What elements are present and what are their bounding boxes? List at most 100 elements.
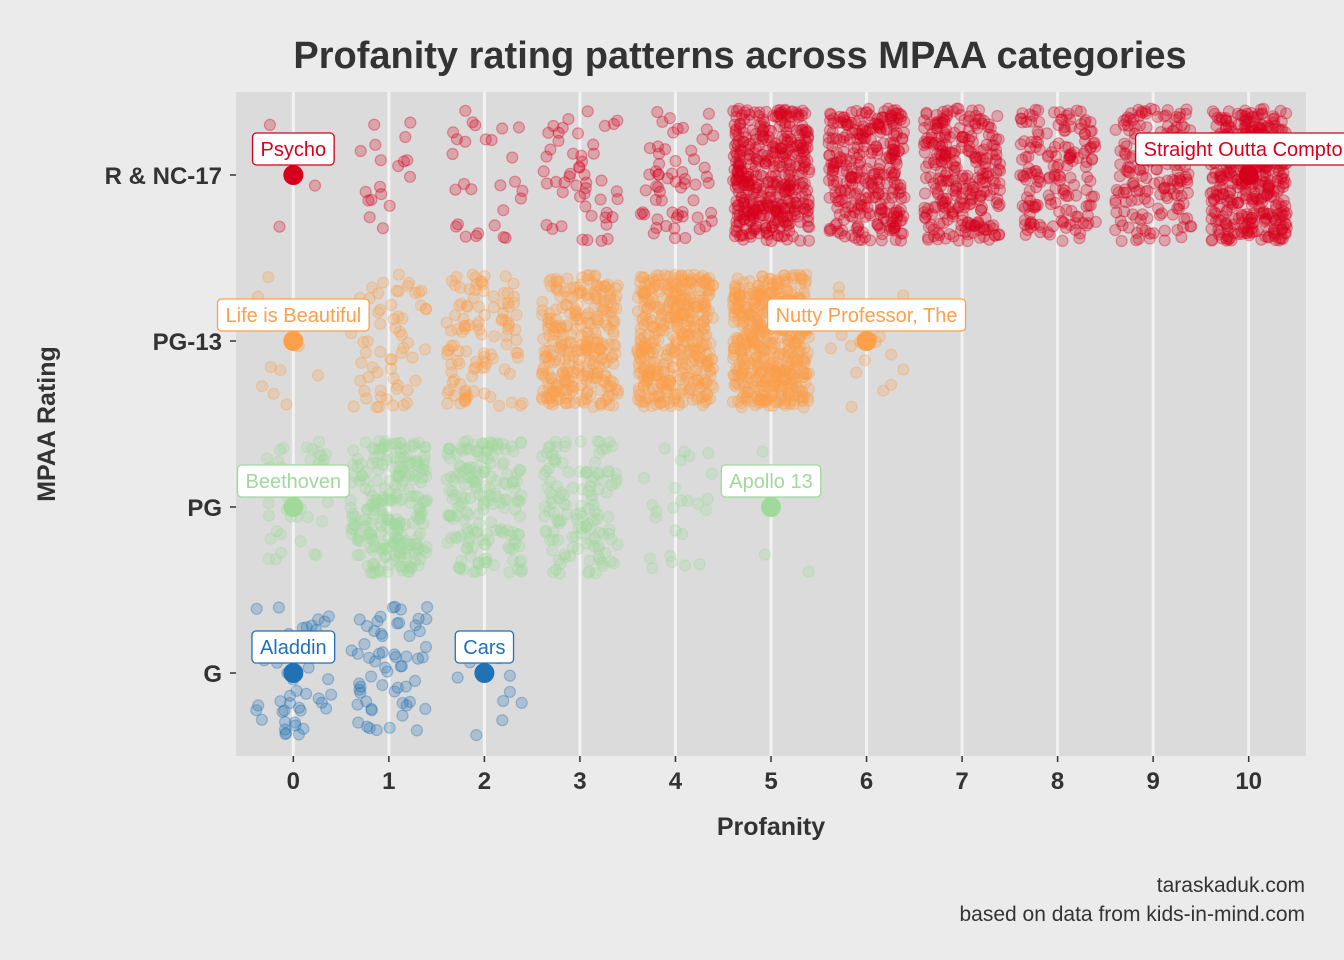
scatter-point	[479, 538, 492, 551]
scatter-point	[389, 437, 403, 450]
scatter-point	[496, 714, 509, 727]
scatter-point	[661, 343, 674, 357]
annotation-text: Cars	[463, 637, 505, 659]
scatter-point	[395, 528, 408, 542]
scatter-point	[507, 290, 521, 303]
scatter-point	[1120, 113, 1133, 127]
scatter-point	[346, 458, 360, 471]
scatter-point	[596, 527, 610, 541]
scatter-point	[572, 160, 586, 173]
scatter-point	[458, 394, 471, 407]
scatter-point	[587, 371, 600, 384]
scatter-point	[386, 399, 400, 412]
scatter-point	[513, 510, 527, 523]
scatter-point	[274, 695, 287, 708]
scatter-point	[605, 533, 618, 546]
scatter-point	[393, 494, 406, 507]
scatter-point	[542, 126, 555, 139]
scatter-point	[366, 544, 379, 557]
scatter-point	[356, 469, 369, 482]
scatter-point	[590, 512, 604, 526]
scatter-point	[455, 490, 468, 503]
scatter-point	[581, 105, 594, 118]
scatter-point	[494, 522, 508, 536]
scatter-point	[557, 489, 570, 502]
scatter-point	[490, 490, 503, 503]
scatter-point	[515, 489, 528, 502]
scatter-point	[487, 558, 500, 572]
scatter-point	[606, 440, 619, 453]
scatter-point	[372, 306, 385, 319]
scatter-point	[980, 138, 993, 151]
scatter-point	[388, 685, 401, 698]
scatter-point	[793, 159, 806, 172]
scatter-point	[376, 458, 389, 471]
scatter-point	[364, 566, 377, 579]
scatter-point	[421, 600, 434, 614]
scatter-point	[413, 625, 426, 638]
scatter-point	[380, 550, 393, 563]
scatter-point	[1161, 103, 1174, 117]
scatter-point	[1067, 178, 1081, 192]
scatter-point	[858, 354, 871, 367]
annotation-text: Nutty Professor, The	[776, 305, 958, 327]
scatter-point	[280, 398, 293, 411]
scatter-point	[497, 204, 510, 217]
scatter-point	[499, 443, 512, 456]
scatter-point	[1172, 199, 1186, 212]
scatter-point	[394, 464, 407, 477]
scatter-point	[275, 546, 288, 560]
scatter-point	[488, 219, 501, 232]
scatter-point	[581, 287, 594, 300]
scatter-point	[700, 376, 713, 389]
scatter-point	[481, 444, 494, 457]
scatter-point	[514, 464, 527, 477]
scatter-point	[457, 465, 470, 478]
scatter-point	[595, 234, 608, 247]
scatter-point	[384, 353, 397, 366]
scatter-point	[515, 565, 528, 578]
scatter-point	[1212, 213, 1225, 227]
scatter-point	[300, 441, 314, 454]
scatter-point	[796, 181, 810, 194]
scatter-point	[387, 313, 400, 326]
scatter-point	[501, 287, 515, 300]
scatter-point	[592, 526, 606, 539]
scatter-point	[376, 491, 389, 504]
scatter-point	[395, 346, 408, 359]
scatter-point	[1042, 149, 1055, 162]
scatter-point	[651, 140, 665, 153]
scatter-point	[956, 130, 969, 143]
scatter-point	[668, 222, 681, 235]
scatter-point	[513, 556, 526, 569]
caption-line-1: taraskaduk.com	[1157, 874, 1305, 897]
scatter-point	[446, 485, 459, 498]
scatter-point	[1238, 104, 1252, 117]
scatter-point	[405, 490, 418, 503]
scatter-point	[418, 450, 431, 463]
scatter-point	[496, 437, 509, 450]
scatter-point	[396, 475, 409, 488]
scatter-point	[386, 540, 399, 553]
scatter-point	[702, 107, 716, 120]
scatter-point	[582, 502, 595, 515]
scatter-point	[396, 312, 409, 325]
scatter-point	[1069, 216, 1082, 229]
scatter-point	[401, 384, 414, 397]
scatter-point	[392, 310, 405, 323]
scatter-point	[581, 234, 594, 247]
scatter-point	[839, 196, 852, 209]
scatter-point	[482, 494, 495, 508]
scatter-point	[646, 498, 659, 511]
scatter-point	[372, 463, 385, 476]
highlight-point	[283, 497, 304, 517]
scatter-point	[732, 363, 745, 376]
scatter-point	[579, 519, 593, 533]
scatter-point	[850, 366, 863, 379]
scatter-point	[403, 560, 416, 573]
scatter-point	[667, 501, 680, 514]
scatter-point	[887, 169, 901, 182]
scatter-point	[596, 339, 609, 352]
scatter-point	[547, 506, 561, 519]
